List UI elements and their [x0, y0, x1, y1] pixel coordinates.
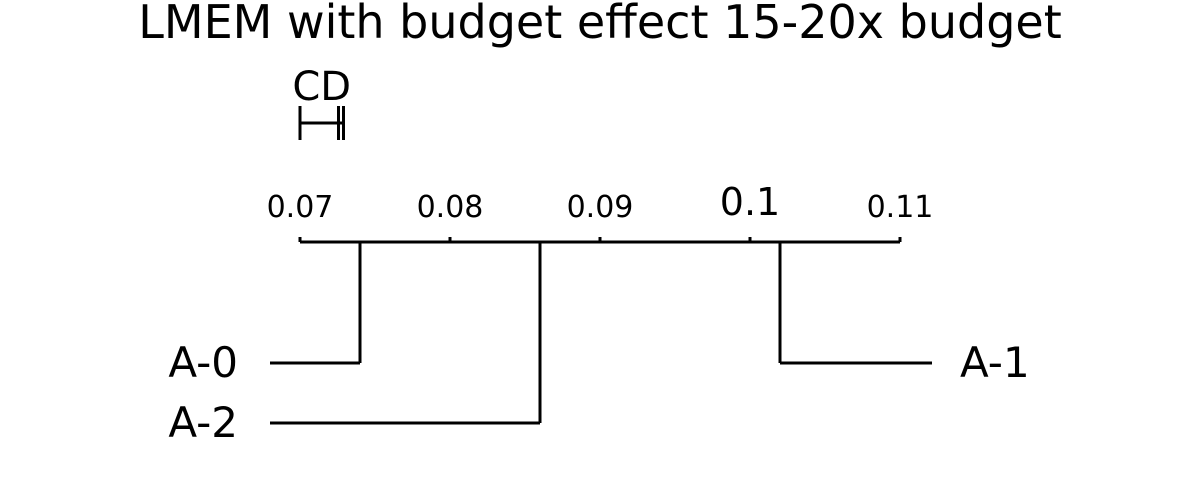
method-a-0-label: A-0: [168, 338, 238, 387]
cd-indicator: CD: [292, 64, 351, 140]
rank-axis: 0.07 0.08 0.09 0.1 0.11: [267, 180, 934, 244]
chart-title: LMEM with budget effect 15-20x budget: [138, 0, 1061, 49]
method-a-1-label: A-1: [960, 338, 1030, 387]
axis-tick-label: 0.08: [417, 190, 484, 225]
cd-label: CD: [292, 64, 351, 110]
method-a-2-label: A-2: [168, 398, 238, 447]
axis-tick-label: 0.09: [567, 190, 634, 225]
method-labels: A-0 A-2 A-1: [168, 242, 1030, 447]
axis-tick-label: 0.1: [720, 180, 780, 224]
axis-tick-label: 0.11: [867, 190, 934, 225]
axis-tick-label: 0.07: [267, 190, 334, 225]
